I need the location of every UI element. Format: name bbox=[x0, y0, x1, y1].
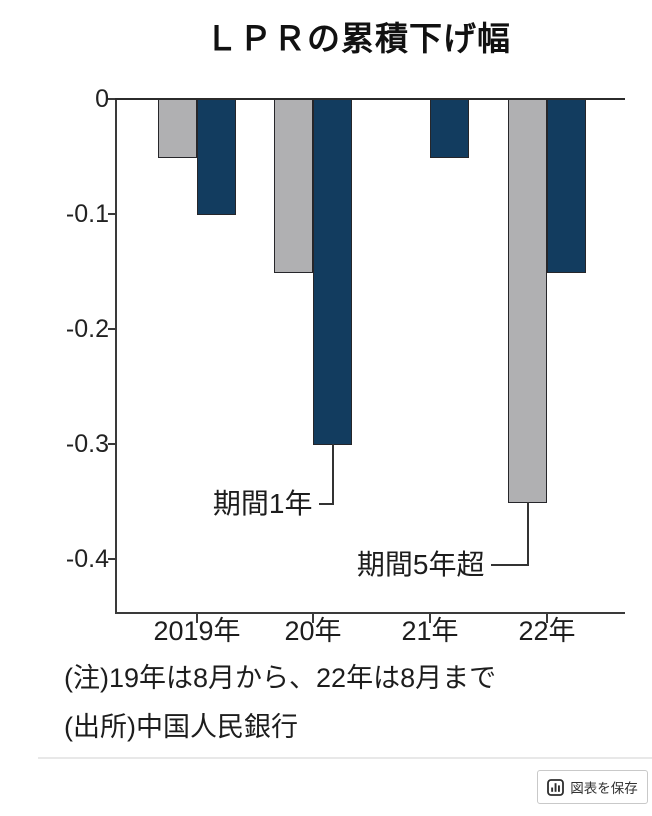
y-tick bbox=[108, 98, 115, 100]
bar-期間1年-2019年 bbox=[197, 100, 236, 215]
annotation-label: 期間5年超 bbox=[356, 548, 485, 580]
y-tick-label: -0.2 bbox=[65, 315, 109, 343]
bar-期間1年-22年 bbox=[547, 100, 586, 273]
bar-期間5年超-20年 bbox=[274, 100, 313, 273]
zero-line bbox=[115, 98, 625, 100]
footer-divider bbox=[38, 757, 652, 759]
y-tick bbox=[108, 443, 115, 445]
annotation-leader-horizontal bbox=[318, 503, 333, 505]
y-tick-label: -0.4 bbox=[65, 545, 109, 573]
x-axis-label: 22年 bbox=[518, 616, 576, 646]
bar-期間1年-20年 bbox=[313, 100, 352, 445]
annotation-leader-horizontal bbox=[490, 563, 528, 566]
x-tick bbox=[546, 614, 548, 623]
x-axis-label: 2019年 bbox=[153, 616, 241, 646]
x-tick bbox=[312, 614, 314, 623]
save-chart-button-label: 図表を保存 bbox=[570, 781, 638, 796]
annotation-leader-vertical bbox=[526, 501, 529, 566]
bar-期間1年-21年 bbox=[430, 100, 469, 158]
y-tick bbox=[108, 213, 115, 215]
annotation-label: 期間1年 bbox=[212, 488, 313, 519]
x-axis bbox=[115, 612, 625, 614]
bar-期間5年超-2019年 bbox=[158, 100, 197, 158]
chart-title: ＬＰＲの累積下げ幅 bbox=[205, 20, 511, 57]
x-axis-label: 20年 bbox=[284, 616, 342, 646]
x-tick bbox=[196, 614, 198, 623]
y-tick-label: 0 bbox=[95, 85, 109, 113]
y-tick-label: -0.3 bbox=[65, 430, 109, 458]
x-axis-label: 21年 bbox=[401, 616, 459, 646]
y-tick bbox=[108, 328, 115, 330]
y-tick-label: -0.1 bbox=[65, 200, 109, 228]
chart-source: (出所)中国人民銀行 bbox=[64, 712, 298, 742]
annotation-leader-vertical bbox=[331, 444, 334, 505]
chart-note: (注)19年は8月から、22年は8月まで bbox=[64, 663, 497, 693]
save-chart-button[interactable]: 図表を保存 bbox=[537, 770, 648, 804]
y-axis bbox=[115, 98, 117, 613]
y-tick bbox=[108, 558, 115, 560]
bar-chart-icon bbox=[547, 778, 565, 796]
bar-期間5年超-22年 bbox=[508, 100, 547, 503]
x-tick bbox=[429, 614, 431, 623]
